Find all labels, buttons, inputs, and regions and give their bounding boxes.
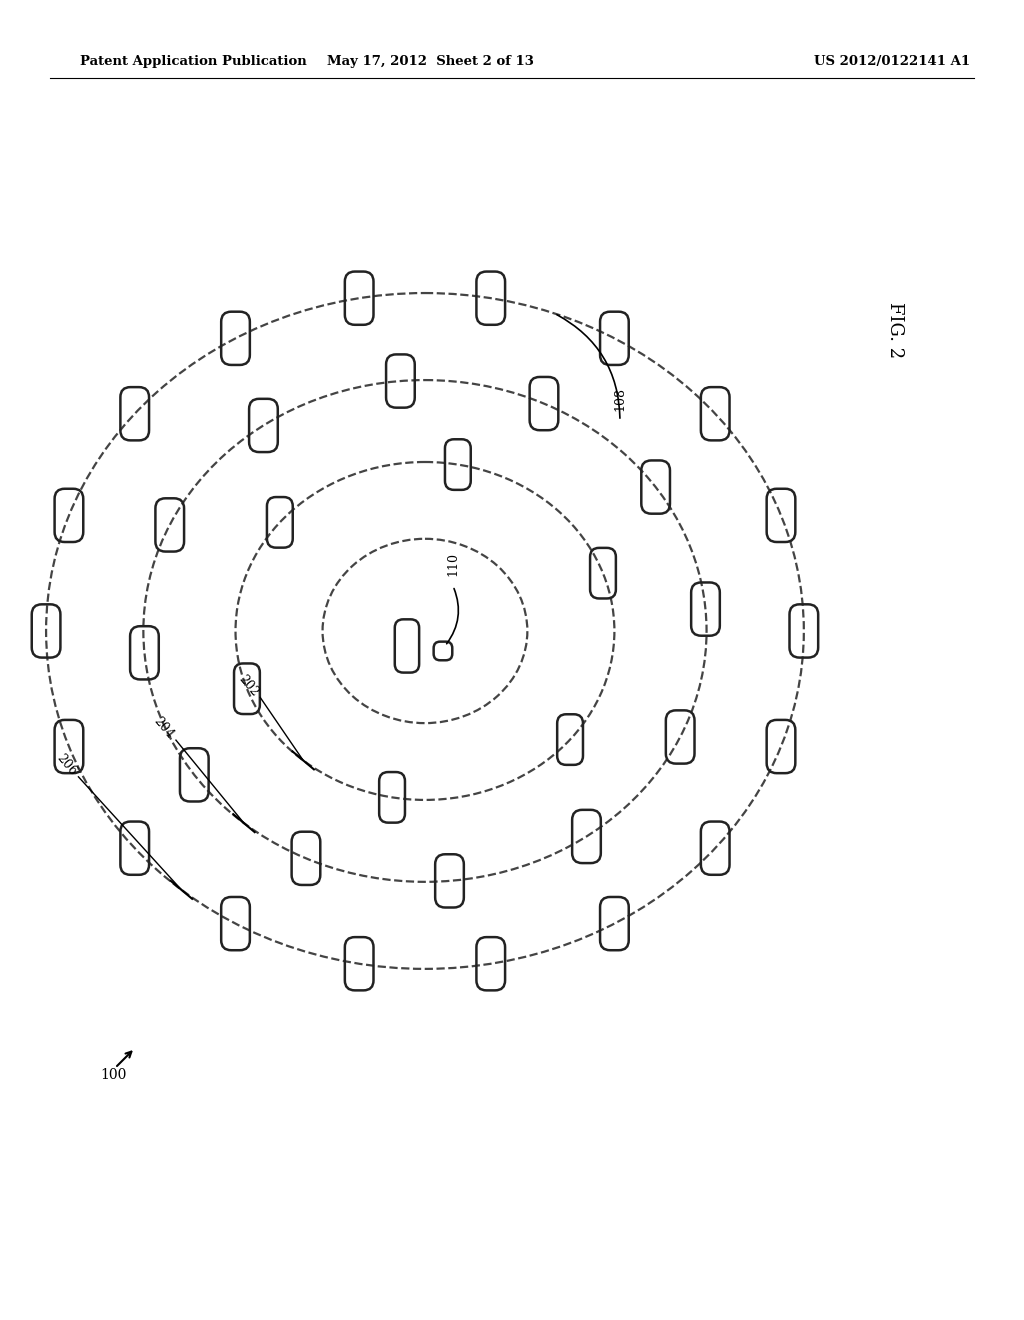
Text: 204: 204 (152, 715, 176, 742)
Text: 206: 206 (54, 751, 79, 779)
Text: 108: 108 (613, 387, 627, 411)
Text: 202: 202 (236, 672, 261, 698)
Text: US 2012/0122141 A1: US 2012/0122141 A1 (814, 55, 970, 69)
Text: 100: 100 (100, 1068, 126, 1082)
Text: May 17, 2012  Sheet 2 of 13: May 17, 2012 Sheet 2 of 13 (327, 55, 534, 69)
Text: 110: 110 (446, 552, 460, 576)
Text: FIG. 2: FIG. 2 (886, 302, 904, 358)
Text: Patent Application Publication: Patent Application Publication (80, 55, 307, 69)
